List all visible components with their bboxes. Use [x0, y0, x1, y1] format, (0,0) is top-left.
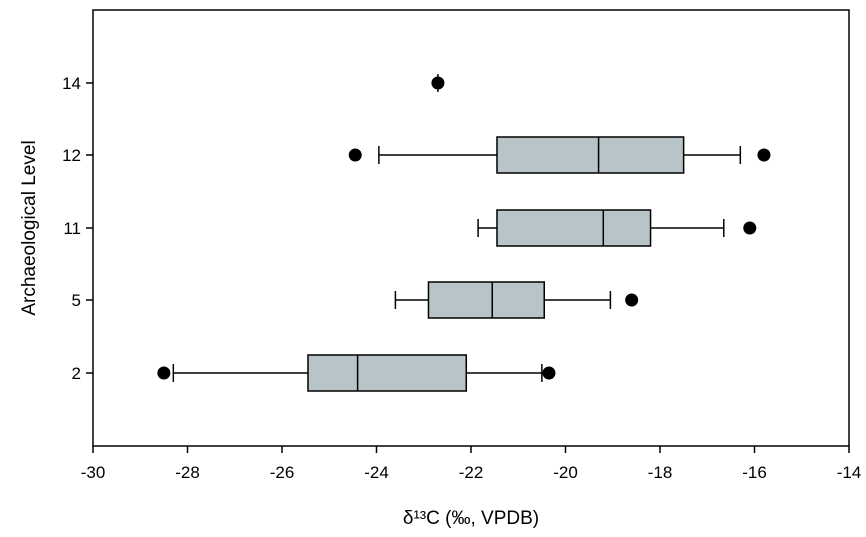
x-tick-label: -20 [553, 463, 578, 482]
x-axis: -30 -28 -26 -24 -22 -20 -18 -16 -14 [81, 446, 862, 482]
x-tick-label: -16 [742, 463, 767, 482]
x-tick-label: -24 [364, 463, 389, 482]
iqr-box [496, 136, 685, 174]
outlier-point [157, 366, 171, 380]
y-tick-label: 11 [63, 219, 81, 238]
outlier-point [348, 148, 362, 162]
iqr-box [427, 281, 545, 319]
x-tick-label: -18 [648, 463, 673, 482]
plot-frame [92, 9, 850, 447]
x-tick-label: -30 [81, 463, 106, 482]
box-level-14 [431, 74, 445, 92]
y-axis-title: Archaeological Level [19, 140, 40, 315]
outlier-point [757, 148, 771, 162]
y-tick-label: 14 [62, 74, 81, 93]
x-tick-label: -26 [270, 463, 295, 482]
x-tick-label: -14 [837, 463, 862, 482]
outlier-point [625, 293, 639, 307]
boxes-group [157, 74, 771, 392]
y-tick-label: 2 [72, 364, 81, 383]
box-level-11 [477, 209, 757, 247]
outlier-point [431, 76, 445, 90]
box-level-5 [394, 281, 639, 319]
outlier-point [542, 366, 556, 380]
y-tick-label: 12 [62, 146, 81, 165]
y-axis: 2 5 11 12 14 [62, 74, 93, 383]
iqr-box [496, 209, 652, 247]
outlier-point [743, 221, 757, 235]
iqr-box [307, 354, 468, 392]
y-tick-label: 5 [72, 291, 81, 310]
x-tick-label: -22 [459, 463, 484, 482]
box-level-2 [157, 354, 556, 392]
x-axis-title: δ¹³C (‰, VPDB) [403, 508, 539, 529]
x-tick-label: -28 [175, 463, 200, 482]
box-level-12 [348, 136, 771, 174]
